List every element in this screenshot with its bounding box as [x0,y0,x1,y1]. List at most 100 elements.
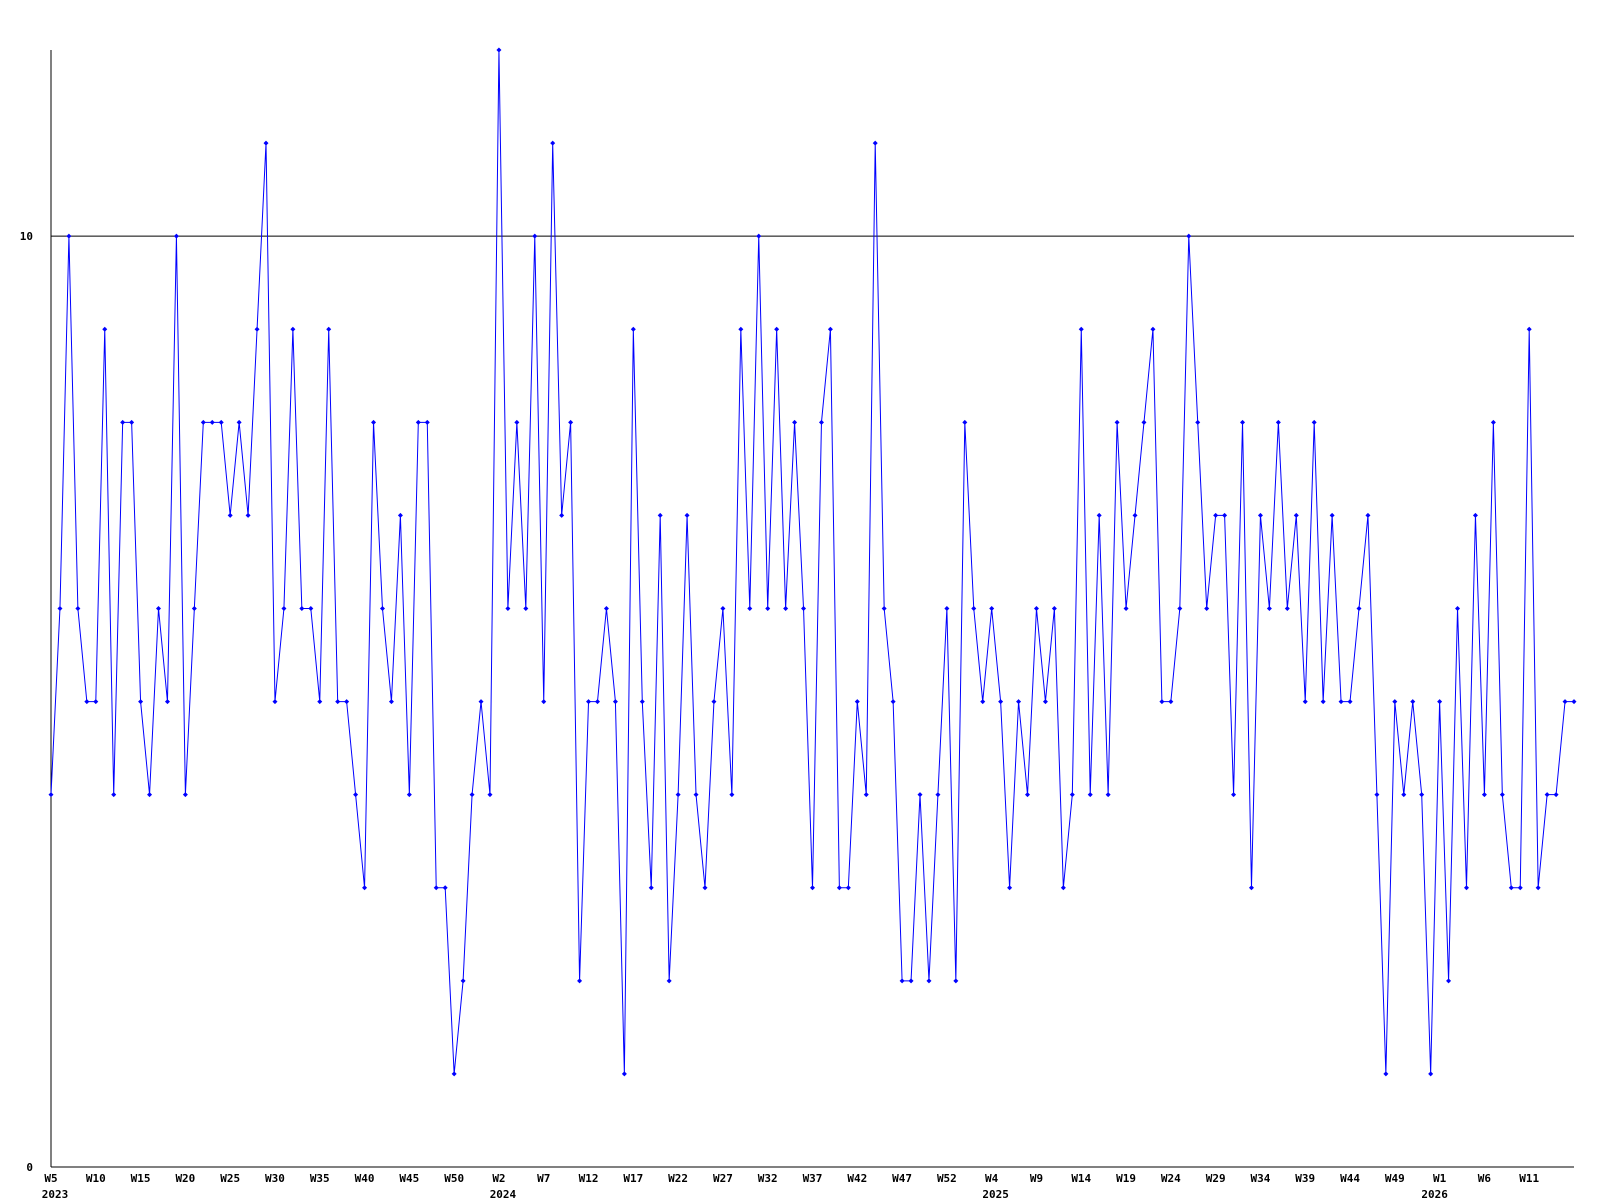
data-point [371,419,377,425]
data-point [245,512,251,518]
data-point [917,792,923,798]
data-point [1060,885,1066,891]
data-point [908,978,914,984]
x-tick-label: W52 [937,1172,957,1185]
data-point [1096,512,1102,518]
data-point [263,140,269,146]
data-point [308,606,314,611]
data-point [971,606,977,611]
data-point [138,699,144,705]
data-point [397,512,403,518]
x-tick-label: W7 [537,1172,550,1185]
data-point [926,978,932,984]
data-point [1150,326,1156,332]
x-year-label: 2026 [1421,1188,1448,1200]
data-point [630,326,636,332]
data-point [236,419,242,425]
data-point [317,699,323,705]
x-year-label: 2023 [42,1188,69,1200]
x-tick-label: W32 [758,1172,778,1185]
x-tick-label: W39 [1295,1172,1315,1185]
data-point [514,419,520,425]
y-tick-label: 0 [26,1161,33,1174]
data-point [1535,885,1541,891]
data-point [1078,326,1084,332]
x-tick-label: W29 [1206,1172,1226,1185]
data-point [1428,1071,1434,1077]
x-tick-label: W27 [713,1172,733,1185]
data-point [1266,606,1272,611]
data-point [1329,512,1335,518]
data-point [1033,606,1039,611]
data-point [388,699,394,705]
data-point [1437,699,1443,705]
data-point [48,792,54,798]
data-point [612,699,618,705]
x-tick-label: W45 [399,1172,419,1185]
data-point [577,978,583,984]
data-point [702,885,708,891]
data-point [1365,512,1371,518]
x-tick-label: W25 [220,1172,240,1185]
data-point [1544,792,1550,798]
data-point [272,699,278,705]
data-point [1141,419,1147,425]
x-tick-label: W10 [86,1172,106,1185]
data-point [344,699,350,705]
data-point [783,606,789,611]
data-point [1114,419,1120,425]
data-point [1463,885,1469,891]
data-point [1553,792,1559,798]
data-point [424,419,430,425]
data-point [953,978,959,984]
data-point [675,792,681,798]
x-tick-label: W37 [803,1172,823,1185]
data-point [550,140,556,146]
data-point [1374,792,1380,798]
data-point [1517,885,1523,891]
data-point [845,885,851,891]
data-point [1499,792,1505,798]
data-point [129,419,135,425]
data-point [872,140,878,146]
data-point [738,326,744,332]
data-point [666,978,672,984]
data-point [1472,512,1478,518]
data-point [1105,792,1111,798]
data-point [827,326,833,332]
data-point [818,419,824,425]
x-tick-label: W11 [1519,1172,1539,1185]
data-point [863,792,869,798]
x-tick-label: W44 [1340,1172,1360,1185]
x-tick-label: W14 [1071,1172,1091,1185]
data-point [693,792,699,798]
data-point [594,699,600,705]
x-tick-label: W6 [1478,1172,1492,1185]
data-point [1526,326,1532,332]
data-point [621,1071,627,1077]
data-point [326,326,332,332]
data-point [505,606,511,611]
data-point [1195,419,1201,425]
data-point [200,419,206,425]
data-point [962,419,968,425]
data-point [1508,885,1514,891]
data-point [810,885,815,891]
data-point [532,233,538,239]
data-point [496,47,502,53]
x-tick-label: W30 [265,1172,285,1185]
data-point [57,606,63,611]
data-point [218,419,224,425]
data-point [209,419,215,425]
data-point [836,885,842,891]
data-point [156,606,162,611]
data-point [1213,512,1219,518]
data-point [881,606,887,611]
data-point [559,512,565,518]
data-point [1204,606,1210,611]
data-point [335,699,341,705]
data-point [415,419,421,425]
data-point [1347,699,1353,705]
data-point [227,512,233,518]
